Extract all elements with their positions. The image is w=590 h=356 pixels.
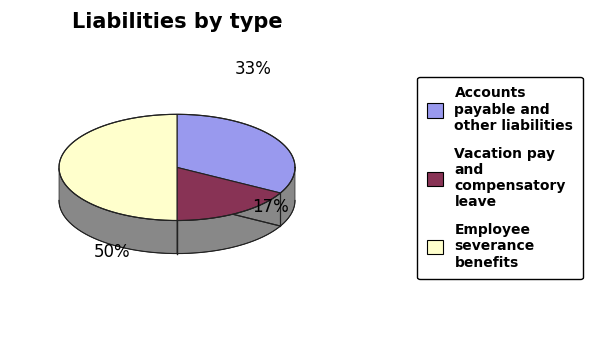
Polygon shape [177, 114, 295, 226]
Polygon shape [280, 167, 295, 226]
Polygon shape [177, 167, 280, 253]
Legend: Accounts
payable and
other liabilities, Vacation pay
and
compensatory
leave, Emp: Accounts payable and other liabilities, … [417, 77, 583, 279]
Polygon shape [177, 114, 295, 193]
Polygon shape [59, 114, 177, 253]
Polygon shape [177, 167, 280, 220]
Text: 33%: 33% [235, 59, 271, 78]
Polygon shape [59, 114, 177, 220]
Text: 50%: 50% [94, 244, 130, 261]
Text: 17%: 17% [252, 198, 289, 216]
Polygon shape [177, 193, 280, 253]
Polygon shape [59, 168, 177, 253]
Text: Liabilities by type: Liabilities by type [72, 12, 282, 32]
